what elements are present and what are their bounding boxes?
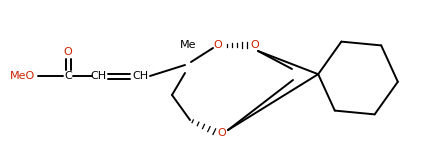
Text: CH: CH bbox=[132, 71, 148, 81]
Text: O: O bbox=[63, 47, 72, 57]
Text: O: O bbox=[250, 40, 259, 50]
Text: C: C bbox=[64, 71, 72, 81]
Text: MeO: MeO bbox=[9, 71, 35, 81]
Text: Me: Me bbox=[180, 40, 196, 50]
Text: O: O bbox=[214, 40, 222, 50]
Text: CH: CH bbox=[90, 71, 106, 81]
Text: O: O bbox=[217, 128, 226, 138]
